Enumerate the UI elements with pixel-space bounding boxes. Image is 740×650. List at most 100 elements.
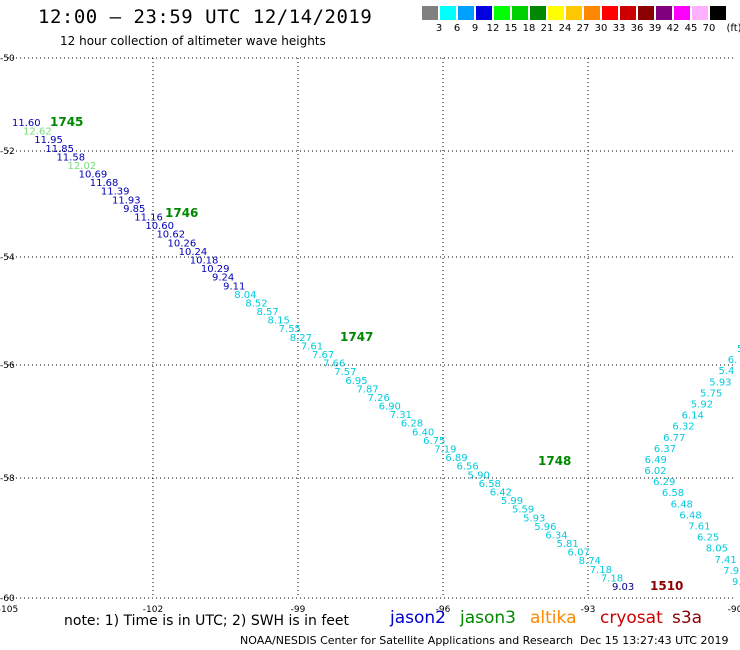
swh-value-track-a: 10.62 xyxy=(156,230,185,241)
page-subtitle: 12 hour collection of altimeter wave hei… xyxy=(60,34,326,48)
swh-value-track-a: 5.99 xyxy=(501,496,523,507)
axis-tick-labels: -105 -102 -99 -96 -93 -90 -50 -52 -54 -56 -58 -60 xyxy=(0,54,740,615)
lon-tick-label: -102 xyxy=(143,605,163,615)
legend-label: 45 xyxy=(684,23,698,34)
legend-swatch xyxy=(620,6,636,20)
page-title: 12:00 – 23:59 UTC 12/14/2019 xyxy=(38,6,373,28)
pass-time-label: 1746 xyxy=(165,206,198,220)
swh-value-track-b: 5 xyxy=(737,344,740,355)
swh-value-track-a: 7.26 xyxy=(368,393,390,404)
legend-swatch xyxy=(476,6,492,20)
swh-value-track-b: 7.92 xyxy=(723,566,740,577)
legend-label: 70 xyxy=(702,23,716,34)
legend-swatch xyxy=(638,6,654,20)
legend-swatch xyxy=(512,6,528,20)
legend-label: 12 xyxy=(486,23,500,34)
swh-value-track-b: 6.14 xyxy=(682,411,704,422)
sat-label-cryosat: cryosat xyxy=(600,608,663,628)
legend-swatch xyxy=(530,6,546,20)
swh-value-track-a: 9.11 xyxy=(223,281,245,292)
swh-value-track-a: 5.59 xyxy=(512,505,534,516)
swh-value-track-b: 6.25 xyxy=(697,533,719,544)
legend-swatch xyxy=(710,6,726,20)
swh-value-track-a: 5.90 xyxy=(468,470,490,481)
legend-swatch xyxy=(422,6,438,20)
legend-label: 3 xyxy=(435,23,443,34)
swh-value-track-a: 11.95 xyxy=(34,135,63,146)
legend-swatch xyxy=(440,6,456,20)
legend-units: (ft) xyxy=(726,23,740,34)
legend-swatch xyxy=(584,6,600,20)
swh-value-track-b: 7.41 xyxy=(714,555,736,566)
lat-tick-label: -58 xyxy=(0,474,15,484)
swh-value-track-a: 6.42 xyxy=(490,487,512,498)
swh-value-track-a: 12.02 xyxy=(68,161,97,172)
swh-value-track-a: 11.93 xyxy=(112,195,141,206)
swh-value-track-a: 10.24 xyxy=(179,247,208,258)
lon-tick-label: -105 xyxy=(0,605,18,615)
pass-time-label: 1510 xyxy=(650,579,683,593)
swh-value-track-a: 6.56 xyxy=(456,462,478,473)
legend-swatch xyxy=(674,6,690,20)
footnote: note: 1) Time is in UTC; 2) SWH is in fe… xyxy=(64,613,350,629)
legend-label: 36 xyxy=(630,23,644,34)
swh-value-track-a: 10.18 xyxy=(190,255,219,266)
swh-value-track-a: 6.90 xyxy=(379,402,401,413)
swh-value-track-a: 10.29 xyxy=(201,264,230,275)
swh-value-track-a: 10.26 xyxy=(168,238,197,249)
swh-value-track-a: 7.57 xyxy=(334,367,356,378)
swh-value-track-a: 9.85 xyxy=(123,204,145,215)
swh-value-track-a: 11.16 xyxy=(134,213,163,224)
legend-label: 42 xyxy=(666,23,680,34)
sat-label-altika: altika xyxy=(530,608,577,628)
legend-label: 9 xyxy=(471,23,479,34)
legend-swatch xyxy=(548,6,564,20)
swh-value-track-a: 9.24 xyxy=(212,273,234,284)
swh-value-track-a: 11.85 xyxy=(45,144,74,155)
swh-value-track-a: 7.66 xyxy=(323,359,345,370)
legend-label: 15 xyxy=(504,23,518,34)
swh-value-track-a: 6.75 xyxy=(423,436,445,447)
altimeter-tracks: 11.6012.6211.9511.8511.5812.0210.6911.68… xyxy=(12,118,740,593)
swh-value-track-a: 6.40 xyxy=(412,427,434,438)
generated-timestamp: Dec 15 13:27:43 UTC 2019 xyxy=(580,634,729,647)
swh-value-track-a: 7.61 xyxy=(301,341,323,352)
swh-value-track-a: 6.95 xyxy=(345,376,367,387)
swh-value-track-a: 7.55 xyxy=(279,324,301,335)
swh-value-track-a: 7.18 xyxy=(601,573,623,584)
swh-value-track-b: 9.2 xyxy=(732,577,740,588)
legend-label: 33 xyxy=(612,23,626,34)
swh-value-track-a: 10.60 xyxy=(145,221,174,232)
legend-label: 39 xyxy=(648,23,662,34)
swh-value-track-a: 5.81 xyxy=(556,539,578,550)
lat-tick-label: -60 xyxy=(0,594,15,604)
lat-tick-label: -52 xyxy=(0,147,15,157)
swh-value-track-b: 8.05 xyxy=(706,544,728,555)
swh-value-track-b: 6.49 xyxy=(645,455,667,466)
swh-value-track-a: 11.68 xyxy=(90,178,119,189)
pass-time-labels: 1745 1746 1747 1748 1510 xyxy=(50,115,683,593)
swh-value-track-a: 5.93 xyxy=(523,513,545,524)
lat-tick-label: -50 xyxy=(0,54,15,64)
legend-label: 18 xyxy=(522,23,536,34)
swh-value-track-b: 6.29 xyxy=(653,477,675,488)
swh-value-track-a: 6.07 xyxy=(568,548,590,559)
legend-swatch xyxy=(692,6,708,20)
swh-value-track-b: 7.61 xyxy=(688,522,710,533)
swh-value-track-a: 8.52 xyxy=(245,298,267,309)
swh-value-track-a: 6.34 xyxy=(545,530,567,541)
swh-value-track-a: 12.62 xyxy=(23,127,52,138)
legend-label: 21 xyxy=(540,23,554,34)
swh-value-track-a: 5.96 xyxy=(534,522,556,533)
swh-value-track-b: 5.4 xyxy=(719,366,735,377)
swh-value-track-a: 11.58 xyxy=(56,152,85,163)
pass-time-label: 1745 xyxy=(50,115,83,129)
legend-label: 6 xyxy=(453,23,461,34)
swh-value-track-b: 6.77 xyxy=(663,433,685,444)
swh-value-track-a: 8.04 xyxy=(234,290,256,301)
swh-value-track-a: 8.57 xyxy=(256,307,278,318)
map-grid xyxy=(8,57,735,599)
swh-value-track-a: 7.87 xyxy=(356,384,378,395)
lon-tick-label: -93 xyxy=(581,605,596,615)
